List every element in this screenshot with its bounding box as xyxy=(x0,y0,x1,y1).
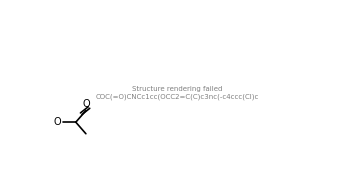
Text: O: O xyxy=(53,117,61,127)
Text: Structure rendering failed
COC(=O)CNCc1cc(OCC2=C(C)c3nc(-c4ccc(Cl)c: Structure rendering failed COC(=O)CNCc1c… xyxy=(95,86,259,100)
Text: O: O xyxy=(82,100,90,109)
